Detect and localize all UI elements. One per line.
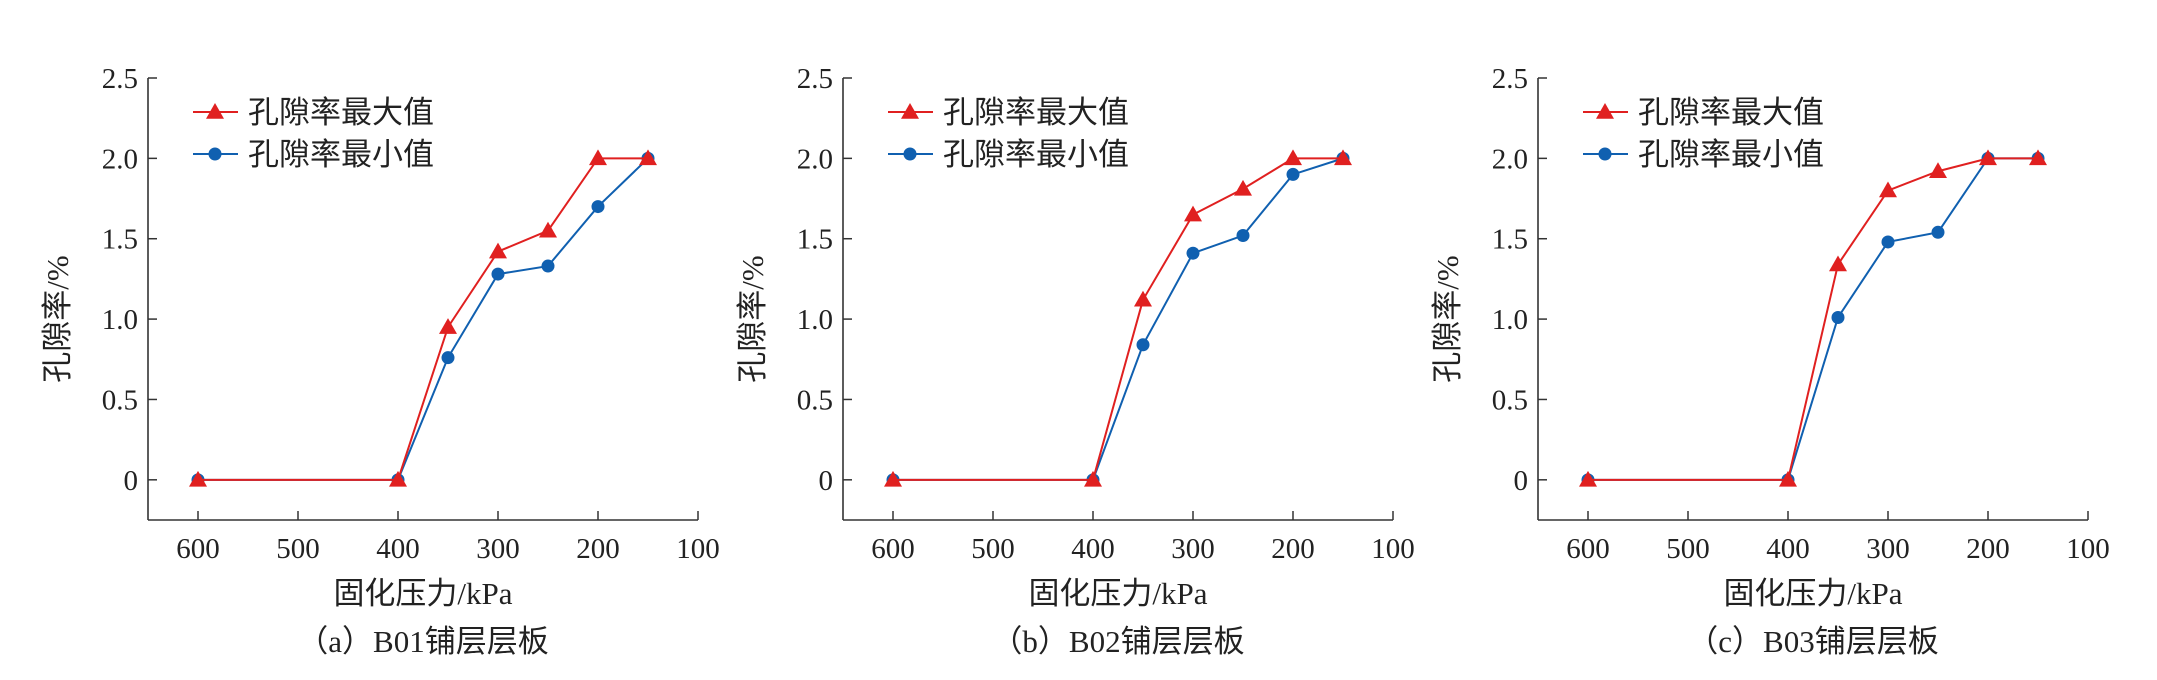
- y-tick-label: 2.5: [1492, 63, 1528, 95]
- panel-b: （b）B02铺层层板 固化压力/kPa 孔隙率/% 孔隙率最大值 孔隙率最小值 …: [735, 63, 1415, 659]
- panel-caption: （a）B01铺层层板: [297, 624, 548, 659]
- x-tick-label: 600: [1566, 533, 1610, 565]
- legend-marker: [1598, 147, 1612, 161]
- circle-marker: [1236, 229, 1250, 243]
- y-axis-label: 孔隙率/%: [40, 255, 75, 382]
- legend-marker: [206, 103, 224, 119]
- y-tick-label: 0.5: [797, 384, 833, 416]
- y-tick-label: 2.5: [102, 63, 138, 95]
- triangle-marker: [1829, 255, 1847, 272]
- circle-marker: [1136, 338, 1150, 352]
- legend-label-max: 孔隙率最大值: [248, 95, 434, 130]
- triangle-marker: [439, 318, 457, 334]
- x-tick-label: 100: [676, 533, 720, 565]
- triangle-marker: [1779, 470, 1797, 487]
- triangle-marker: [389, 470, 407, 487]
- y-tick-label: 2.5: [797, 63, 833, 95]
- triangle-marker: [1134, 290, 1152, 307]
- triangle-marker: [589, 149, 607, 166]
- x-tick-label: 300: [1866, 533, 1910, 565]
- x-tick-label: 600: [871, 533, 915, 565]
- circle-marker: [591, 200, 605, 214]
- x-tick-label: 200: [576, 533, 620, 565]
- x-tick-label: 500: [276, 533, 320, 565]
- series-line: [1588, 157, 2038, 481]
- y-tick-label: 0.5: [1492, 384, 1528, 416]
- y-tick-label: 2.0: [102, 143, 138, 175]
- y-tick-label: 0: [819, 465, 834, 497]
- y-tick-label: 2.0: [1492, 143, 1528, 175]
- x-tick-label: 100: [1371, 533, 1415, 565]
- triangle-marker: [1979, 149, 1997, 166]
- x-tick-label: 100: [2066, 533, 2110, 565]
- legend-marker: [1596, 103, 1614, 119]
- circle-marker: [441, 351, 455, 365]
- x-tick-label: 300: [476, 533, 520, 565]
- circle-marker: [541, 259, 555, 273]
- triangle-marker: [1879, 181, 1897, 198]
- series-line: [893, 157, 1344, 481]
- y-axis-label: 孔隙率/%: [735, 255, 770, 382]
- x-tick-label: 500: [1666, 533, 1710, 565]
- y-tick-label: 1.0: [797, 304, 833, 336]
- triangle-marker: [1084, 470, 1102, 487]
- x-tick-label: 200: [1966, 533, 2010, 565]
- legend-label-max: 孔隙率最大值: [943, 95, 1129, 130]
- triangle-marker: [539, 221, 557, 238]
- x-tick-label: 300: [1171, 533, 1215, 565]
- triangle-marker: [639, 149, 657, 166]
- circle-marker: [491, 267, 505, 281]
- triangle-marker: [1929, 162, 1947, 178]
- legend-label-min: 孔隙率最小值: [1638, 137, 1824, 172]
- panel-caption: （b）B02铺层层板: [991, 624, 1244, 659]
- legend-label-min: 孔隙率最小值: [248, 137, 434, 172]
- triangle-marker: [189, 470, 207, 487]
- x-tick-label: 500: [971, 533, 1015, 565]
- y-tick-label: 1.5: [797, 224, 833, 256]
- y-tick-label: 2.0: [797, 143, 833, 175]
- y-tick-label: 0: [1514, 465, 1529, 497]
- circle-marker: [1186, 246, 1200, 260]
- triangle-marker: [884, 470, 902, 487]
- y-tick-label: 1.5: [102, 224, 138, 256]
- x-axis-label: 固化压力/kPa: [1028, 576, 1207, 611]
- circle-marker: [1286, 167, 1300, 181]
- x-tick-label: 200: [1271, 533, 1315, 565]
- x-tick-label: 400: [376, 533, 420, 565]
- triangle-marker: [489, 242, 507, 259]
- series-line: [893, 157, 1343, 481]
- circle-marker: [1881, 235, 1895, 249]
- panel-caption: （c）B03铺层层板: [1687, 624, 1938, 659]
- y-tick-label: 0: [124, 465, 139, 497]
- y-axis-label: 孔隙率/%: [1430, 255, 1465, 382]
- y-tick-label: 0.5: [102, 384, 138, 416]
- y-tick-label: 1.5: [1492, 224, 1528, 256]
- y-tick-label: 1.0: [1492, 304, 1528, 336]
- circle-marker: [1831, 310, 1845, 324]
- x-tick-label: 400: [1071, 533, 1115, 565]
- panel-c: （c）B03铺层层板 固化压力/kPa 孔隙率/% 孔隙率最大值 孔隙率最小值 …: [1430, 63, 2110, 659]
- circle-marker: [1931, 225, 1945, 239]
- series-line: [198, 157, 648, 481]
- triangle-marker: [1184, 205, 1202, 222]
- x-axis-label: 固化压力/kPa: [333, 576, 512, 611]
- panel-a: （a）B01铺层层板 固化压力/kPa 孔隙率/% 孔隙率最大值 孔隙率最小值 …: [40, 63, 720, 659]
- x-axis-label: 固化压力/kPa: [1723, 576, 1902, 611]
- triangle-marker: [2029, 149, 2047, 166]
- series-line: [198, 157, 649, 481]
- legend-label-max: 孔隙率最大值: [1638, 95, 1824, 130]
- legend-marker: [903, 147, 917, 161]
- triangle-marker: [1234, 179, 1252, 196]
- x-tick-label: 600: [176, 533, 220, 565]
- triangle-marker: [1334, 149, 1352, 166]
- x-tick-label: 400: [1766, 533, 1810, 565]
- legend-marker: [208, 147, 222, 161]
- series-line: [1588, 157, 2038, 481]
- triangle-marker: [1284, 149, 1302, 166]
- legend-label-min: 孔隙率最小值: [943, 137, 1129, 172]
- triangle-marker: [1579, 470, 1597, 487]
- y-tick-label: 1.0: [102, 304, 138, 336]
- legend-marker: [901, 103, 919, 119]
